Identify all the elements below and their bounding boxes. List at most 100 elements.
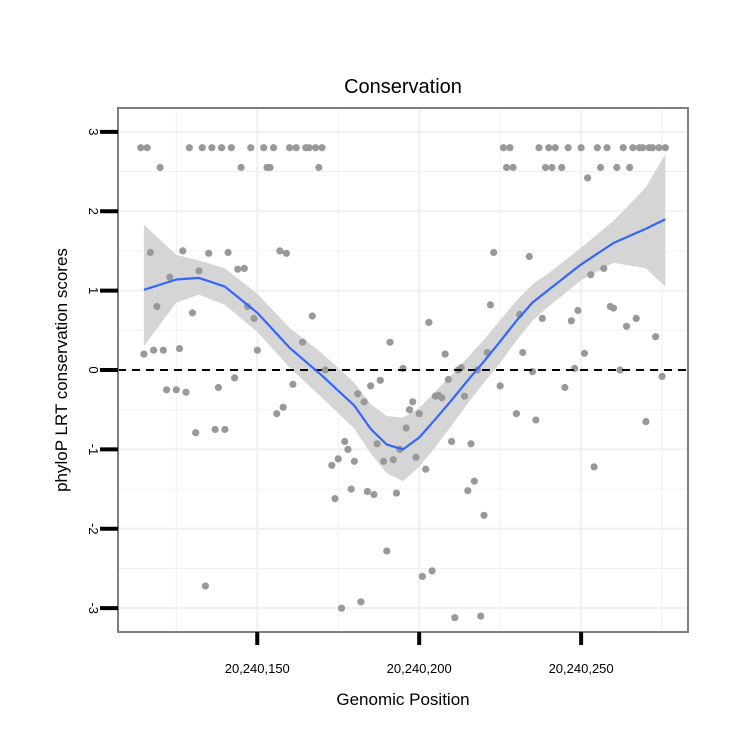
data-point xyxy=(308,312,316,320)
data-point xyxy=(237,163,245,172)
data-point xyxy=(451,614,459,622)
data-point xyxy=(172,386,180,394)
data-point xyxy=(567,317,576,325)
x-axis-label: Genomic Position xyxy=(336,690,469,709)
data-point xyxy=(444,375,452,384)
data-point xyxy=(163,386,171,394)
data-point xyxy=(535,144,543,152)
data-point xyxy=(195,267,203,275)
data-point xyxy=(632,314,640,322)
confidence-band xyxy=(143,154,666,482)
data-point xyxy=(652,333,660,341)
data-point xyxy=(380,457,388,465)
data-point xyxy=(658,372,666,380)
data-point xyxy=(545,144,553,152)
data-point xyxy=(460,392,469,400)
data-point xyxy=(146,248,154,257)
data-point xyxy=(386,338,394,346)
data-point xyxy=(234,265,242,273)
data-point xyxy=(247,144,255,152)
data-point xyxy=(227,144,235,152)
data-point xyxy=(496,382,504,390)
chart-title: Conservation xyxy=(344,76,462,98)
data-point xyxy=(321,366,329,374)
data-point xyxy=(337,604,346,612)
data-point xyxy=(551,144,559,152)
data-point xyxy=(412,453,420,461)
data-point xyxy=(350,457,358,465)
smooth-fit-line xyxy=(143,218,666,451)
data-point xyxy=(211,425,219,434)
data-point xyxy=(438,394,446,402)
data-point xyxy=(499,144,507,152)
data-point xyxy=(464,487,472,495)
data-point xyxy=(175,345,184,353)
data-point xyxy=(289,380,297,388)
data-point xyxy=(428,567,436,575)
data-point xyxy=(648,144,657,152)
data-point xyxy=(490,248,498,257)
data-point xyxy=(590,463,598,471)
data-point xyxy=(305,144,313,152)
data-point xyxy=(613,163,621,172)
data-point xyxy=(486,301,494,309)
data-point xyxy=(367,382,375,390)
data-point xyxy=(480,511,488,519)
data-point xyxy=(266,163,274,172)
data-point xyxy=(328,461,336,469)
data-point xyxy=(341,437,349,446)
data-point xyxy=(509,163,517,172)
y-tick-label: 2 xyxy=(86,208,101,215)
data-point xyxy=(587,271,595,279)
data-point xyxy=(622,322,631,330)
data-point xyxy=(597,163,605,172)
data-point xyxy=(208,144,216,152)
data-point xyxy=(250,314,258,322)
data-point xyxy=(418,572,426,581)
scatter-points xyxy=(137,144,669,622)
data-point xyxy=(360,398,368,406)
data-point xyxy=(629,144,637,152)
data-point xyxy=(179,247,187,255)
data-point xyxy=(357,598,365,606)
data-point xyxy=(221,425,229,434)
data-point xyxy=(642,418,650,426)
data-point xyxy=(269,144,278,152)
data-point xyxy=(253,346,261,354)
y-tick-label: 0 xyxy=(86,366,101,373)
data-point xyxy=(593,144,601,152)
data-point xyxy=(619,144,627,152)
data-point xyxy=(558,163,566,172)
data-point xyxy=(402,424,410,432)
data-point xyxy=(392,489,401,497)
data-point xyxy=(273,410,281,418)
data-point xyxy=(143,144,151,152)
smooth-line-layer xyxy=(143,218,666,451)
data-point xyxy=(137,144,145,152)
data-point xyxy=(584,174,592,182)
data-point xyxy=(600,264,608,272)
data-point xyxy=(548,163,556,172)
data-point xyxy=(425,318,433,326)
data-point xyxy=(538,314,546,322)
x-axis-ticks: 20,240,150 20,240,200 20,240,250 xyxy=(225,632,614,676)
data-point xyxy=(185,144,193,152)
data-point xyxy=(609,304,618,312)
x-tick-label: 20,240,250 xyxy=(549,661,614,676)
data-point xyxy=(415,410,423,418)
data-point xyxy=(525,252,533,261)
data-point xyxy=(156,163,164,172)
data-point xyxy=(192,429,200,437)
data-point xyxy=(286,144,294,152)
data-point xyxy=(405,406,414,414)
data-point xyxy=(166,273,174,281)
data-point xyxy=(616,366,624,374)
data-point xyxy=(373,440,381,448)
confidence-band-layer xyxy=(143,154,666,482)
x-tick-label: 20,240,200 xyxy=(387,661,452,676)
data-point xyxy=(312,144,320,152)
data-point xyxy=(389,456,397,464)
data-point xyxy=(140,350,148,358)
y-tick-label: 3 xyxy=(86,128,101,135)
